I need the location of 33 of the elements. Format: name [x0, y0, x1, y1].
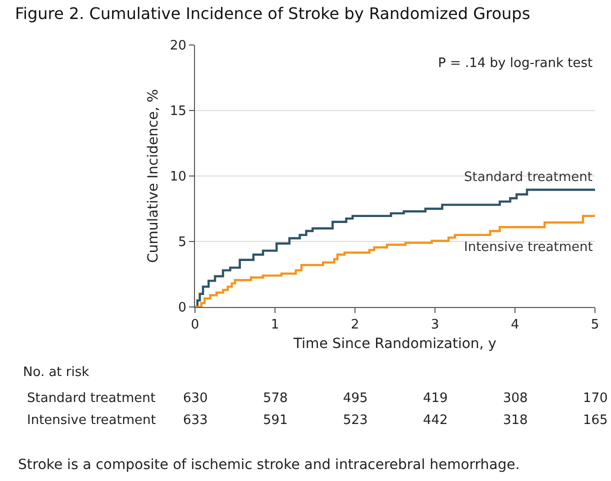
x-axis-title: Time Since Randomization, y: [292, 336, 496, 352]
y-axis-title: Cumulative Incidence, %: [145, 89, 162, 263]
text: 442: [423, 413, 448, 428]
text: 308: [503, 391, 528, 406]
chart-title: Figure 2. Cumulative Incidence of Stroke by Randomized Groups: [15, 4, 530, 24]
y-tick-label: 15: [170, 104, 186, 120]
text: 170: [583, 391, 608, 406]
text: Intensive treatment: [27, 413, 156, 428]
y-tick-label: 10: [170, 170, 186, 185]
text: 578: [263, 391, 288, 406]
text: 523: [343, 413, 368, 428]
x-tick-label: 2: [350, 318, 360, 333]
x-tick-label: 0: [190, 318, 200, 333]
text: 495: [343, 391, 368, 406]
x-tick-label: 4: [510, 318, 520, 333]
annotation: P = .14 by log-rank test: [438, 56, 593, 71]
y-tick-label: 20: [170, 38, 186, 54]
text: 630: [183, 391, 208, 406]
text: Stroke is a composite of ischemic stroke and intracerebral hemorrhage.: [18, 457, 520, 473]
text: 419: [423, 391, 448, 406]
y-tick-label: 0: [178, 300, 186, 316]
y-tick-label: 5: [178, 235, 186, 250]
text: 591: [263, 413, 288, 428]
x-tick-label: 5: [590, 318, 600, 333]
text: No. at risk: [23, 365, 90, 380]
x-tick-label: 1: [270, 318, 280, 333]
text: 633: [183, 413, 208, 428]
x-tick-label: 3: [430, 318, 440, 333]
text: 318: [503, 413, 528, 428]
text: Standard treatment: [27, 391, 156, 406]
text: 165: [583, 413, 608, 428]
series-label: Standard treatment: [464, 170, 592, 185]
series-label: Intensive treatment: [464, 240, 593, 255]
